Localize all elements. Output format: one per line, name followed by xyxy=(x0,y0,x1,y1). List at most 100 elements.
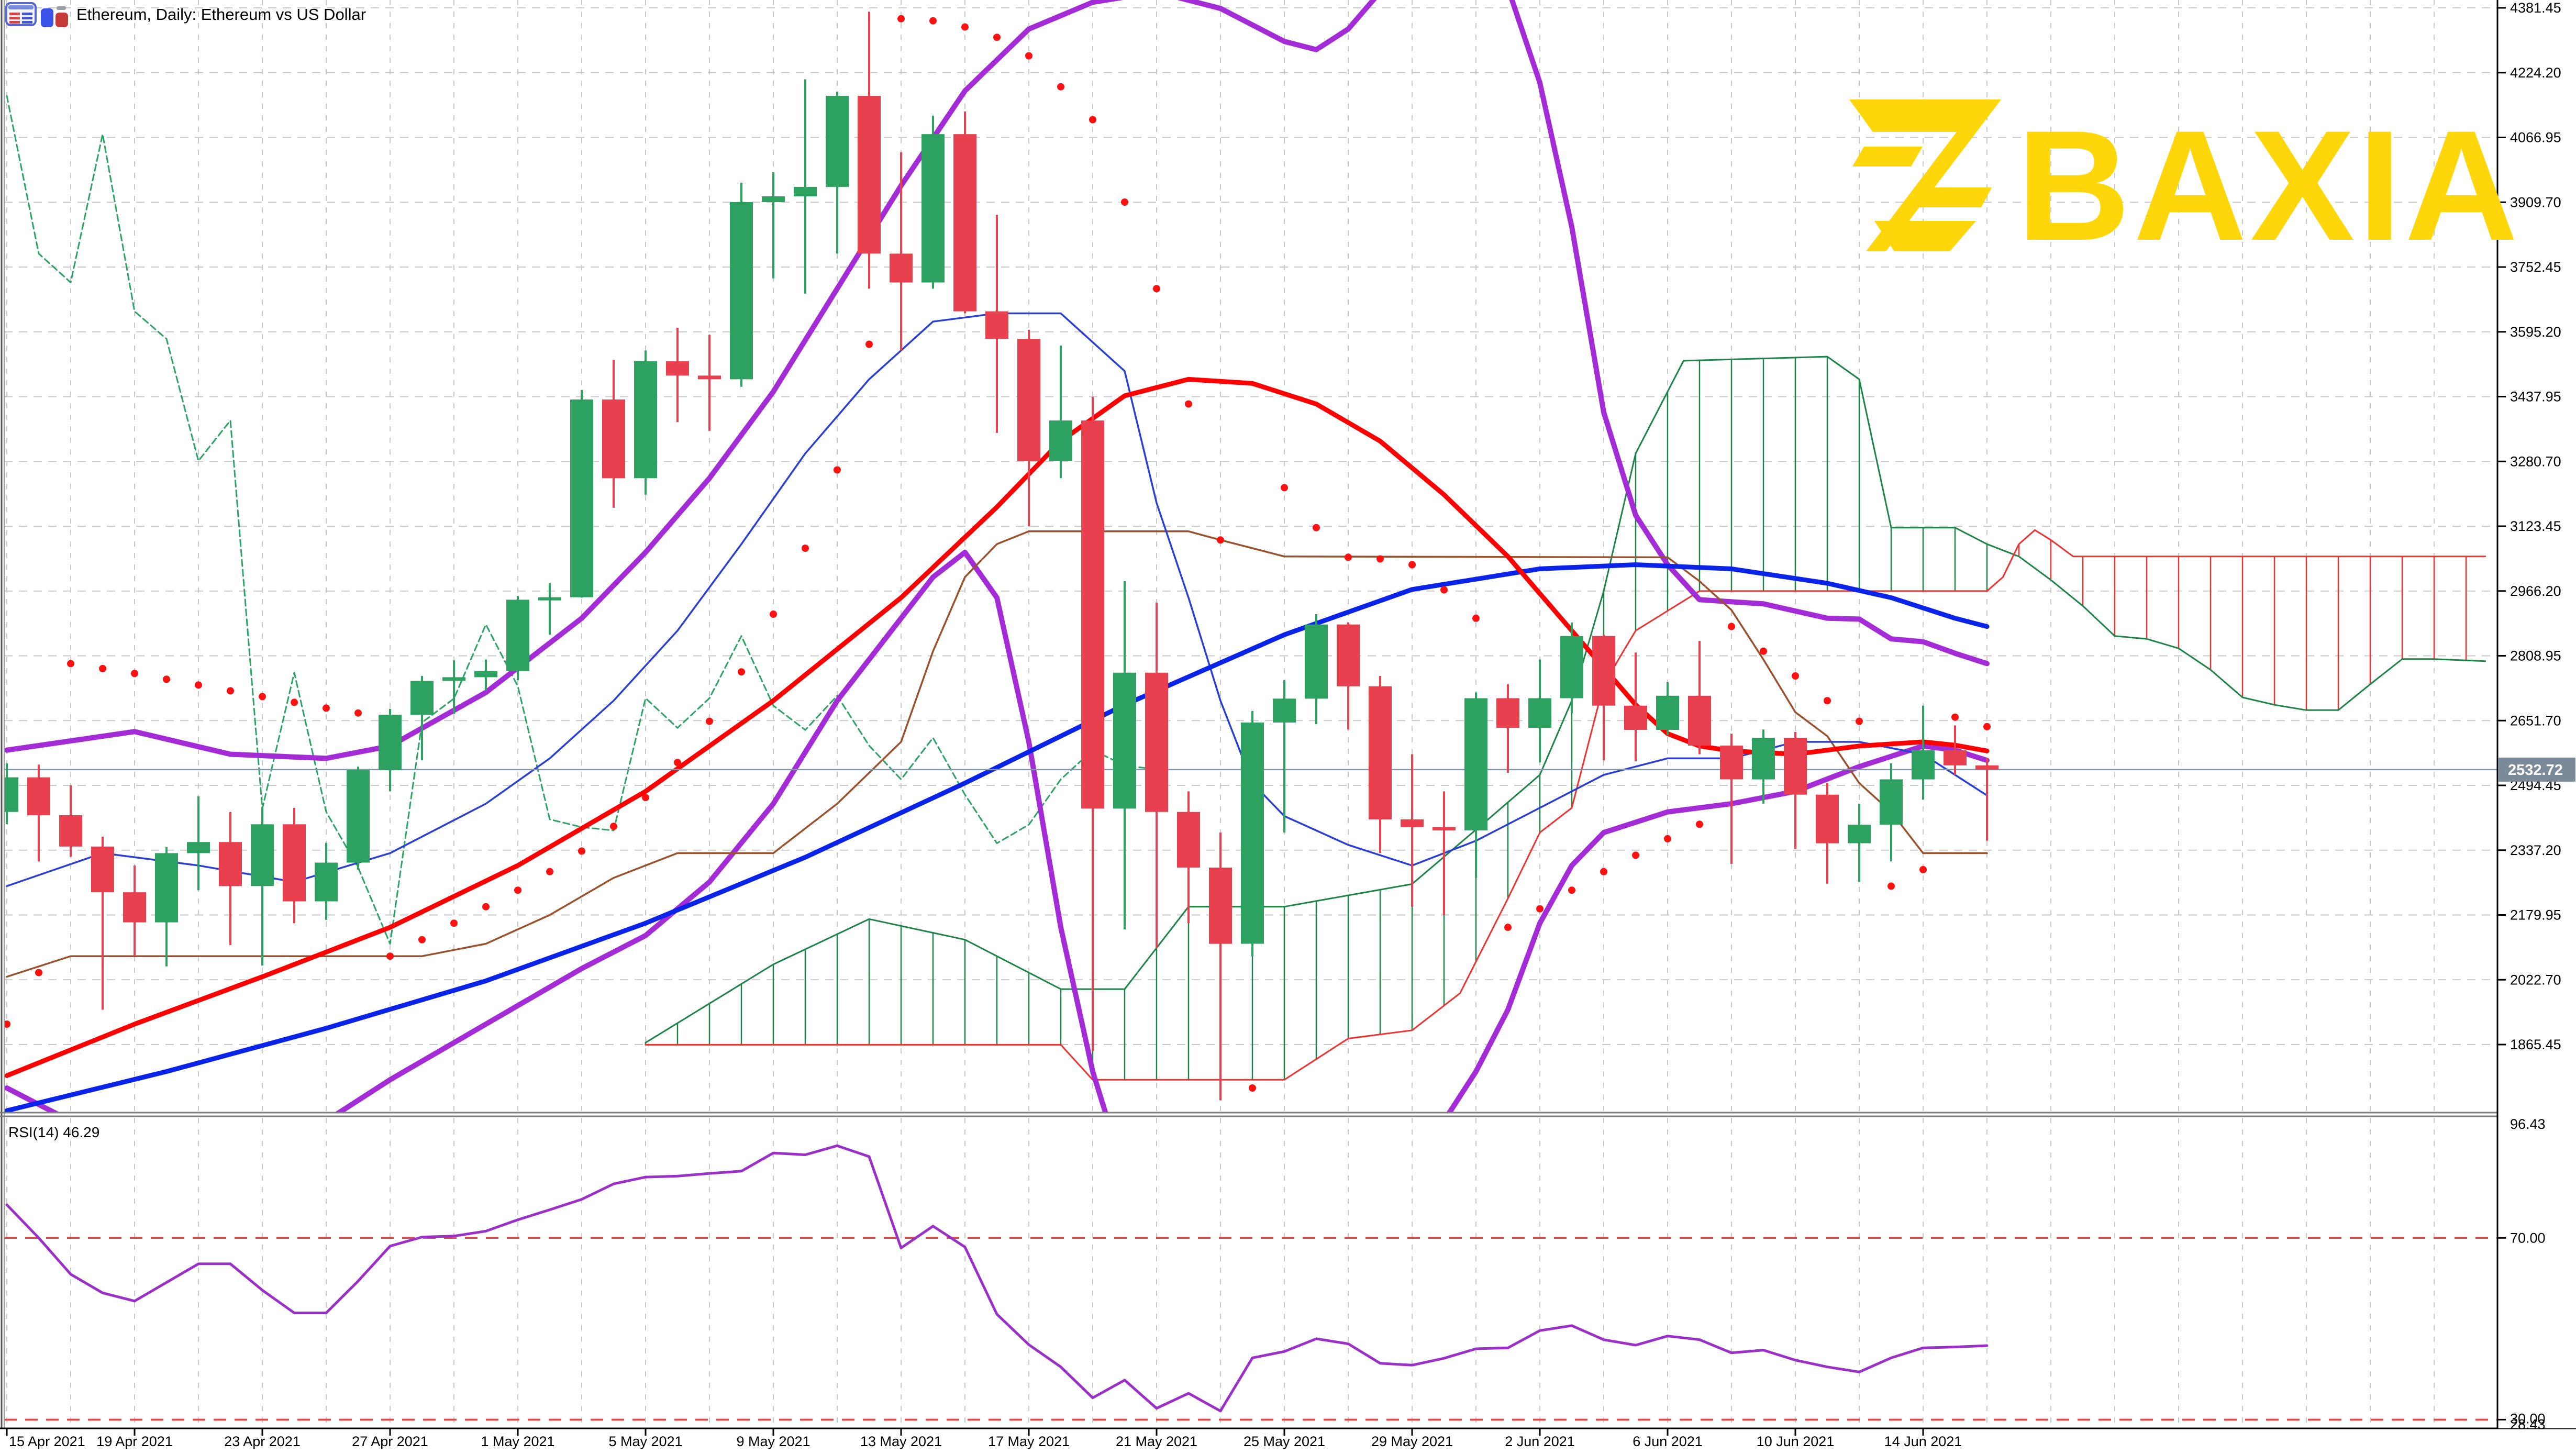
psar-dot xyxy=(1153,285,1160,293)
candle-body xyxy=(1049,420,1072,461)
candle-body xyxy=(1880,779,1903,825)
price-axis-label: 3123.45 xyxy=(2510,518,2561,534)
price-axis[interactable]: 4381.45 4224.20 4066.95 3909.70 3752.45 3595.… xyxy=(2496,0,2576,1432)
candle-body xyxy=(442,677,465,681)
price-axis-label: 3752.45 xyxy=(2510,259,2561,275)
candle-body xyxy=(570,399,593,597)
psar-dot xyxy=(1057,83,1064,91)
candle-body xyxy=(123,892,146,923)
candle-body xyxy=(1656,695,1679,730)
psar-dot xyxy=(323,704,330,712)
candle-body xyxy=(187,842,210,853)
time-axis-label: 29 May 2021 xyxy=(1371,1434,1453,1449)
price-axis-label: 3437.95 xyxy=(2510,389,2561,405)
psar-dot xyxy=(1696,820,1703,828)
psar-dot xyxy=(386,952,394,960)
candle-body xyxy=(410,681,434,715)
price-axis-label: 2808.95 xyxy=(2510,648,2561,664)
psar-dot xyxy=(1536,905,1544,913)
indicators-icon[interactable] xyxy=(41,6,68,27)
psar-dot xyxy=(1249,1084,1256,1092)
time-axis-label: 13 May 2021 xyxy=(860,1434,942,1449)
psar-dot xyxy=(131,670,138,678)
time-axis-label: 21 May 2021 xyxy=(1116,1434,1197,1449)
candle-body xyxy=(730,202,753,380)
psar-dot xyxy=(546,868,553,875)
psar-dot xyxy=(418,936,426,944)
candle-body xyxy=(506,600,529,671)
psar-dot xyxy=(67,660,74,668)
candle-body xyxy=(826,96,849,187)
time-axis-label: 15 Apr 2021 xyxy=(9,1434,85,1449)
psar-dot xyxy=(865,340,873,348)
candle-body xyxy=(474,671,497,678)
candle-body xyxy=(1688,695,1711,746)
psar-dot xyxy=(195,681,202,689)
candle-body xyxy=(27,777,50,815)
ichimoku-tenkan xyxy=(6,312,1988,887)
candle-body xyxy=(985,311,1008,339)
candle-body xyxy=(1369,686,1392,819)
time-axis-label: 9 May 2021 xyxy=(736,1434,810,1449)
candle-body xyxy=(91,846,114,893)
candle-body xyxy=(4,777,18,812)
candle-body xyxy=(890,253,913,283)
psar-dot xyxy=(450,919,458,927)
price-axis-label: 3595.20 xyxy=(2510,324,2561,340)
psar-dot xyxy=(993,34,1001,41)
candle-body xyxy=(219,842,242,886)
time-axis-label: 19 Apr 2021 xyxy=(96,1434,173,1449)
psar-dot xyxy=(1345,553,1352,561)
candle-body xyxy=(1017,339,1040,461)
psar-dot xyxy=(706,717,713,725)
rsi-plot[interactable]: RSI(14) 46.29 xyxy=(4,1118,2497,1428)
time-axis-label: 27 Apr 2021 xyxy=(352,1434,428,1449)
price-axis-label: 2179.95 xyxy=(2510,907,2561,923)
baxia-logo-group: BAXIA xyxy=(1849,97,2521,273)
psar-dot xyxy=(482,903,490,911)
current-price-value: 2532.72 xyxy=(2508,762,2563,779)
baxia-logo-text: BAXIA xyxy=(2017,97,2521,273)
rsi-line xyxy=(5,1144,1989,1413)
rsi-label: RSI(14) 46.29 xyxy=(8,1124,99,1140)
psar-dot xyxy=(1856,717,1863,725)
time-axis-label: 14 Jun 2021 xyxy=(1884,1434,1962,1449)
candle-body xyxy=(1592,636,1615,706)
time-axis[interactable]: 15 Apr 2021 19 Apr 2021 23 Apr 2021 27 Apr … xyxy=(6,1428,1962,1449)
chart-title: Ethereum, Daily: Ethereum vs US Dollar xyxy=(76,5,366,24)
psar-dot xyxy=(1664,835,1671,842)
psar-dot xyxy=(354,709,362,717)
candle-body xyxy=(1177,812,1200,868)
psar-dot xyxy=(642,794,649,802)
chart-title-bar: Ethereum, Daily: Ethereum vs US Dollar xyxy=(5,2,366,27)
psar-dot xyxy=(1632,851,1639,859)
candle-body xyxy=(794,186,817,196)
psar-dot xyxy=(1281,484,1288,492)
price-axis-label: 4066.95 xyxy=(2510,130,2561,146)
rsi-axis-label: 96.43 xyxy=(2510,1116,2546,1132)
candle-body xyxy=(1305,624,1328,699)
price-axis-label: 4381.45 xyxy=(2510,0,2561,16)
bollinger-upper-band xyxy=(4,0,1990,761)
psar-dot xyxy=(4,1020,10,1028)
candle-body xyxy=(1464,698,1487,831)
candle-body xyxy=(1624,705,1647,730)
time-axis-label: 2 Jun 2021 xyxy=(1505,1434,1575,1449)
candle-body xyxy=(1081,420,1104,809)
psar-dot xyxy=(1504,924,1512,931)
candle-body xyxy=(1145,672,1168,812)
psar-dot xyxy=(802,545,809,552)
psar-dot xyxy=(1728,623,1735,630)
candle-body xyxy=(1496,698,1519,728)
chart-properties-icon[interactable] xyxy=(5,2,37,26)
candle-body xyxy=(698,375,721,380)
candle-body xyxy=(1720,746,1743,780)
psar-dot xyxy=(163,675,170,683)
price-axis-label: 3909.70 xyxy=(2510,194,2561,210)
candle-body xyxy=(1209,868,1232,944)
main-chart-plot[interactable] xyxy=(0,0,2497,1236)
psar-dot xyxy=(514,886,521,894)
candle-body xyxy=(1944,750,1967,765)
psar-dot xyxy=(929,17,937,25)
